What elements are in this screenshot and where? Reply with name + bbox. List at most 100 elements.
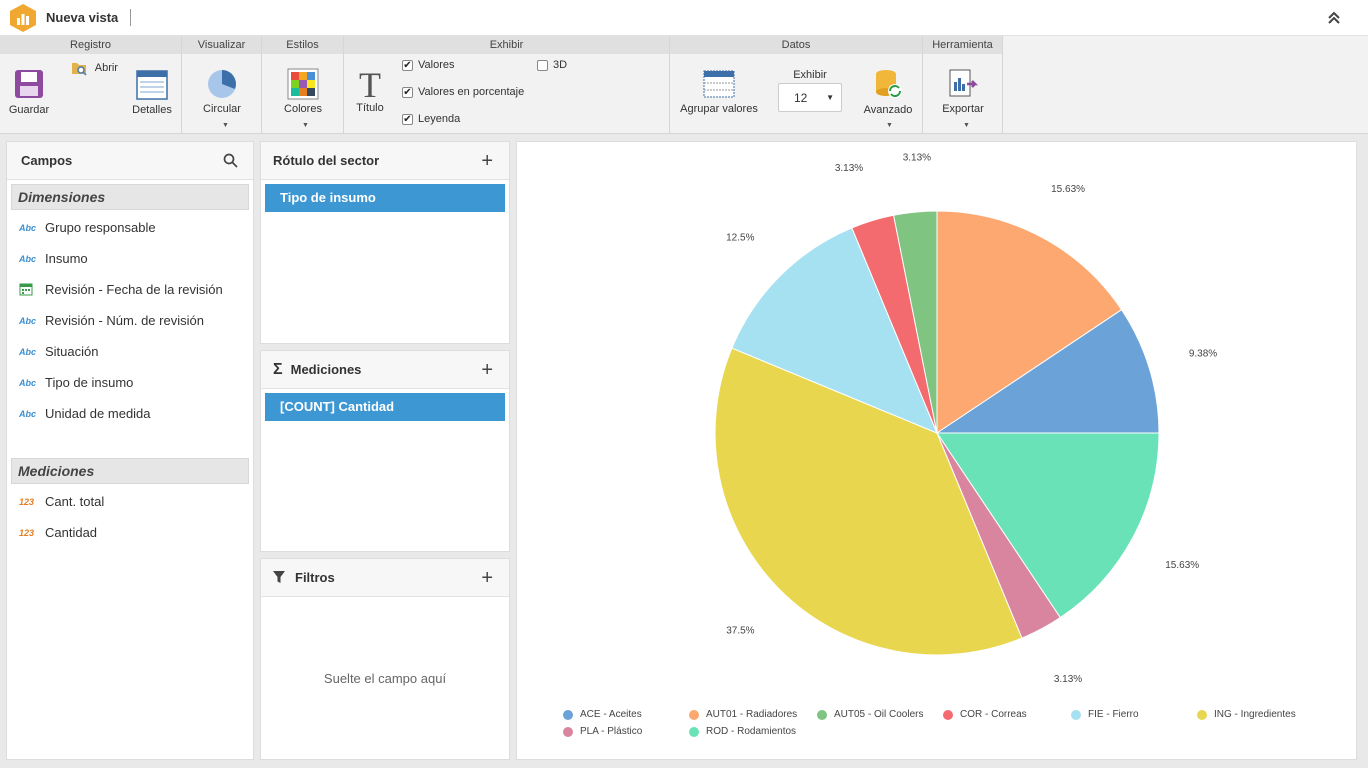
legend-label: ACE - Aceites (580, 709, 642, 720)
open-button[interactable]: Abrir (68, 60, 118, 76)
group-table-icon (703, 70, 735, 98)
3d-checkbox[interactable]: 3D (537, 59, 567, 71)
app-title: Nueva vista (46, 10, 119, 25)
group-title-exhibir: Exhibir (344, 36, 669, 54)
checkbox-box[interactable]: ✔ (402, 113, 413, 125)
field-item[interactable]: Abc Situación (7, 336, 253, 367)
exhibir-label: Exhibir (793, 69, 827, 81)
ribbon-toolbar: Registro Guardar Abrir Detalles Visualiz… (0, 36, 1368, 134)
pie-slice[interactable] (714, 347, 1023, 656)
advanced-button[interactable]: Avanzado (858, 68, 918, 116)
chevron-down-icon[interactable]: ▼ (886, 122, 893, 129)
chevron-down-icon[interactable]: ▼ (302, 122, 309, 129)
group-datos: Datos Agrupar valores Exhibir 12 ▼ Avanz… (670, 36, 923, 133)
legend-label: AUT05 - Oil Coolers (834, 709, 924, 720)
field-item[interactable]: Abc Revisión - Núm. de revisión (7, 305, 253, 336)
exhibir-select[interactable]: 12 ▼ (778, 83, 842, 112)
sector-label-chip[interactable]: Tipo de insumo (265, 184, 505, 212)
colors-label: Colores (284, 103, 322, 115)
chevron-down-icon[interactable]: ▼ (963, 122, 970, 129)
number-type-icon: 123 (19, 496, 35, 507)
checkbox-box[interactable]: ✔ (402, 86, 413, 98)
collapse-ribbon-icon[interactable] (1324, 8, 1344, 28)
filters-title: Filtros (295, 570, 335, 585)
legend-checkbox[interactable]: ✔ Leyenda (402, 113, 460, 125)
legend-item[interactable]: ACE - Aceites (563, 709, 642, 720)
add-icon[interactable]: + (481, 359, 493, 381)
slice-data-label: 15.63% (1051, 184, 1085, 195)
pie-slice[interactable] (935, 309, 1160, 434)
text-type-icon: Abc (19, 408, 37, 419)
legend-item[interactable]: PLA - Plástico (563, 726, 642, 737)
legend-item[interactable]: COR - Correas (943, 709, 1027, 720)
text-type-icon: Abc (19, 222, 37, 233)
pie-slice[interactable] (731, 227, 938, 434)
table-details-icon (136, 70, 168, 100)
field-label: Unidad de medida (45, 406, 151, 421)
details-label: Detalles (132, 104, 172, 116)
3d-checkbox-label: 3D (553, 59, 568, 71)
legend-item[interactable]: AUT05 - Oil Coolers (817, 709, 923, 720)
group-values-button[interactable]: Agrupar valores (676, 70, 762, 115)
export-icon (949, 69, 979, 97)
field-item[interactable]: Abc Tipo de insumo (7, 367, 253, 398)
pie-slice[interactable] (936, 210, 1123, 434)
save-button[interactable]: Guardar (6, 68, 52, 116)
measures-section-title: Mediciones (11, 458, 249, 484)
slice-data-label: 12.5% (726, 233, 754, 244)
checkbox-box[interactable]: ✔ (402, 59, 413, 71)
title-label: Título (356, 102, 384, 114)
pie-slice[interactable] (936, 432, 1160, 619)
colors-button[interactable]: Colores (275, 68, 331, 115)
legend-item[interactable]: AUT01 - Radiadores (689, 709, 797, 720)
measure-chip[interactable]: [COUNT] Cantidad (265, 393, 505, 421)
chevron-down-icon[interactable]: ▼ (222, 122, 229, 129)
field-item[interactable]: 123 Cantidad (7, 517, 253, 548)
group-estilos: Estilos Colores ▼ (262, 36, 344, 133)
fields-panel: Campos Dimensiones Abc Grupo responsable … (6, 141, 254, 760)
group-title-visualizar: Visualizar (182, 36, 261, 54)
pie-chart-type-button[interactable]: Circular (194, 68, 250, 115)
advanced-label: Avanzado (863, 104, 913, 116)
legend-item[interactable]: FIE - Fierro (1071, 709, 1139, 720)
add-icon[interactable]: + (481, 567, 493, 589)
database-refresh-icon (876, 70, 902, 98)
field-label: Insumo (45, 251, 88, 266)
details-button[interactable]: Detalles (126, 70, 178, 116)
group-title-estilos: Estilos (262, 36, 343, 54)
percent-values-checkbox[interactable]: ✔ Valores en porcentaje (402, 86, 524, 98)
add-icon[interactable]: + (481, 150, 493, 172)
slice-data-label: 37.5% (726, 626, 754, 637)
drop-zone-placeholder[interactable]: Suelte el campo aquí (323, 671, 447, 686)
slice-data-label: 3.13% (903, 152, 931, 163)
legend-item[interactable]: ROD - Rodamientos (689, 726, 796, 737)
field-item[interactable]: Revisión - Fecha de la revisión (7, 274, 253, 305)
values-checkbox[interactable]: ✔ Valores (402, 59, 454, 71)
pie-slice[interactable] (893, 210, 938, 434)
legend-label: ING - Ingredientes (1214, 709, 1296, 720)
sector-label-header: Rótulo del sector + (261, 142, 509, 180)
checkbox-box[interactable] (537, 59, 548, 71)
field-item[interactable]: Abc Insumo (7, 243, 253, 274)
field-label: Cant. total (45, 494, 105, 509)
sigma-icon: Σ (273, 360, 283, 378)
field-item[interactable]: Abc Grupo responsable (7, 212, 253, 243)
title-bar: Nueva vista (0, 0, 1368, 36)
title-button[interactable]: T Título (350, 68, 390, 114)
export-button[interactable]: Exportar (935, 68, 991, 115)
legend-color-swatch (689, 726, 699, 737)
legend-label: PLA - Plástico (580, 726, 643, 737)
app-logo-icon (8, 3, 38, 33)
legend-item[interactable]: ING - Ingredientes (1197, 709, 1296, 720)
sector-label-panel: Rótulo del sector + Tipo de insumo (260, 141, 510, 344)
search-icon[interactable] (223, 153, 238, 168)
field-label: Situación (45, 344, 99, 359)
group-title-herramienta: Herramienta (923, 36, 1002, 54)
chevron-down-icon: ▼ (826, 93, 834, 102)
legend-color-swatch (1071, 709, 1081, 720)
field-item[interactable]: 123 Cant. total (7, 486, 253, 517)
filters-panel: Filtros + Suelte el campo aquí (260, 558, 510, 760)
field-item[interactable]: Abc Unidad de medida (7, 398, 253, 429)
field-label: Grupo responsable (45, 220, 156, 235)
slice-data-label: 9.38% (1189, 348, 1217, 359)
